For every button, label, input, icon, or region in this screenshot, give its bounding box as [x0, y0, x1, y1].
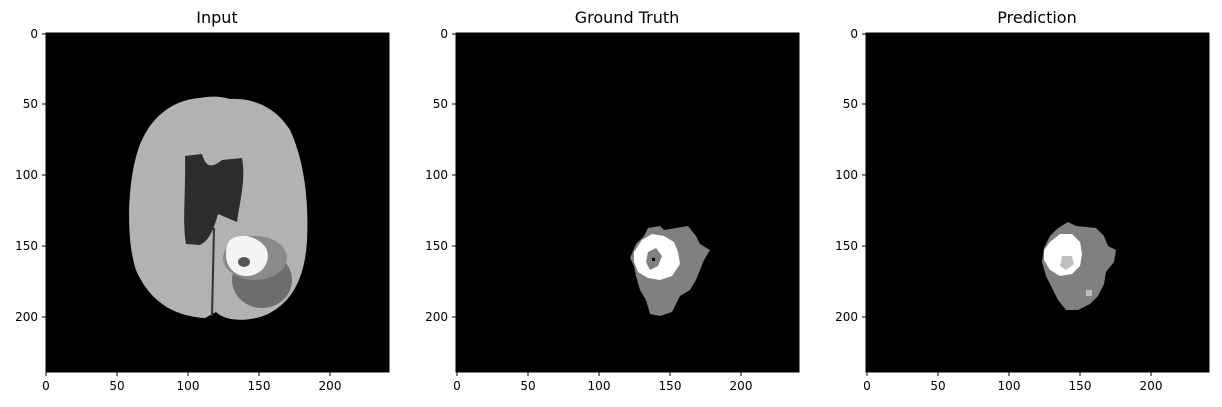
y-axis: 0 50 100 150 200	[15, 27, 46, 324]
y-tick-label: 100	[425, 168, 448, 182]
y-tick-label: 200	[425, 310, 448, 324]
panel-input: Input 0 50 100 150 2	[15, 8, 390, 393]
panel-title: Input	[196, 8, 237, 27]
y-tick-label: 0	[440, 27, 448, 41]
x-tick-label: 0	[42, 379, 50, 393]
midline	[211, 227, 215, 317]
x-tick-label: 200	[319, 379, 342, 393]
lesion-bright	[226, 235, 268, 276]
x-tick-label: 150	[659, 379, 682, 393]
image-background	[456, 33, 799, 372]
x-tick-label: 200	[730, 379, 753, 393]
y-tick-label: 50	[23, 97, 38, 111]
y-tick-label: 50	[433, 97, 448, 111]
x-tick-label: 100	[998, 379, 1021, 393]
y-tick-label: 50	[843, 97, 858, 111]
y-tick-label: 0	[30, 27, 38, 41]
y-axis: 0 50 100 150 200	[835, 27, 866, 324]
panel-prediction: Prediction 0 50 100 150 200	[835, 8, 1210, 393]
prediction-speck	[1086, 290, 1092, 296]
x-tick-label: 150	[248, 379, 271, 393]
x-tick-label: 100	[588, 379, 611, 393]
y-axis: 0 50 100 150 200	[425, 27, 456, 324]
x-axis: 0 50 100 150 200	[42, 372, 341, 393]
y-tick-label: 100	[15, 168, 38, 182]
x-tick-label: 0	[863, 379, 871, 393]
x-tick-label: 200	[1140, 379, 1163, 393]
x-tick-label: 0	[453, 379, 461, 393]
y-tick-label: 0	[850, 27, 858, 41]
x-axis: 0 50 100 150 200	[863, 372, 1162, 393]
x-tick-label: 100	[177, 379, 200, 393]
x-axis: 0 50 100 150 200	[453, 372, 752, 393]
y-tick-label: 150	[835, 239, 858, 253]
ground-truth-mask	[455, 32, 800, 373]
prediction-mask	[865, 32, 1210, 373]
necrotic-region	[1060, 256, 1074, 270]
y-tick-label: 150	[425, 239, 448, 253]
panel-title: Ground Truth	[575, 8, 680, 27]
x-tick-label: 50	[930, 379, 945, 393]
x-tick-label: 150	[1069, 379, 1092, 393]
y-tick-label: 100	[835, 168, 858, 182]
panel-title: Prediction	[997, 8, 1076, 27]
x-tick-label: 50	[520, 379, 535, 393]
y-tick-label: 150	[15, 239, 38, 253]
lesion-spot	[238, 257, 250, 267]
y-tick-label: 200	[15, 310, 38, 324]
y-tick-label: 200	[835, 310, 858, 324]
ventricle	[184, 154, 244, 245]
mri-image	[45, 32, 390, 373]
tumor-core-region	[1044, 234, 1082, 276]
image-background	[866, 33, 1209, 372]
panel-ground-truth: Ground Truth 0 50 100 150 200	[425, 8, 800, 393]
x-tick-label: 50	[109, 379, 124, 393]
